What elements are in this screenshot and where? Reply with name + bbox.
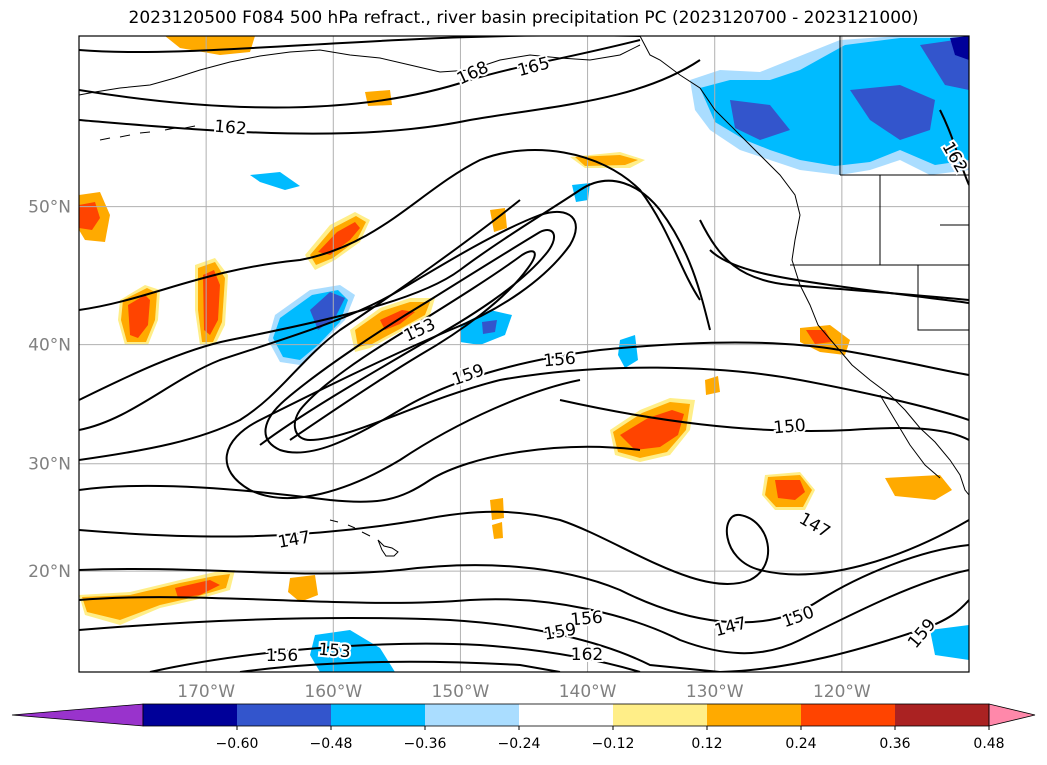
longitude-labels: 170°W 160°W 150°W 140°W 130°W 120°W <box>177 682 871 702</box>
coastlines <box>79 36 969 557</box>
contour-east-162 <box>939 109 969 186</box>
contour-lower-153 <box>79 569 969 655</box>
contour-147 <box>79 445 969 586</box>
colorbar-tick-label: −0.24 <box>498 736 541 752</box>
latitude-label: 40°N <box>28 336 71 356</box>
shade-positive-west-b-strong <box>203 270 220 335</box>
colorbar-outline <box>142 703 990 727</box>
colorbar-segment <box>895 704 990 726</box>
shade-positive-top-small <box>365 90 392 106</box>
colorbar-tick-label: 0.24 <box>785 736 816 752</box>
contour-tongue-outer <box>79 149 701 311</box>
shade-positive-tiny-south <box>490 498 504 539</box>
border-states <box>790 36 969 331</box>
longitude-label: 130°W <box>686 682 744 702</box>
longitude-label: 170°W <box>177 682 235 702</box>
contour-upper-1 <box>79 36 640 54</box>
colorbar-tick-label: −0.12 <box>592 736 635 752</box>
map-title: 2023120500 F084 500 hPa refract., river … <box>128 8 919 28</box>
contour-lower-150 <box>79 544 969 624</box>
shade-positive-east-a-strong <box>775 480 805 500</box>
map-frame <box>78 35 970 673</box>
colorbar-segment <box>801 704 896 726</box>
shade-positive-band-strong <box>318 222 360 255</box>
contour-east-150b <box>709 249 969 304</box>
shade-positive-west-a-strong <box>128 295 150 338</box>
colorbar-segment <box>143 704 238 726</box>
shade-negative-small-b <box>618 335 638 368</box>
contour-label: 162 <box>571 645 603 665</box>
longitude-label: 150°W <box>432 682 490 702</box>
colorbar-tick-label: −0.48 <box>310 736 353 752</box>
colorbar-extend-low <box>11 703 144 727</box>
coastline-north-america <box>639 36 969 496</box>
shade-positive-dot-b <box>705 376 720 395</box>
hawaiian-islands <box>329 519 399 557</box>
colorbar-tick-label: 0.12 <box>691 736 722 752</box>
colorbar-segment <box>425 704 520 726</box>
contour-mid-150 <box>79 199 969 461</box>
colorbar-extend-high <box>988 703 1036 727</box>
contour-lower-159 <box>149 642 641 672</box>
contour-upper-3 <box>79 59 701 135</box>
colorbar <box>11 703 1036 727</box>
contour-label: 153 <box>317 640 351 663</box>
latitude-label: 30°N <box>28 455 71 475</box>
coastline-baja <box>879 394 941 479</box>
contour-lower-156 <box>79 599 969 672</box>
longitude-label: 140°W <box>559 682 617 702</box>
contour-tongue-4 <box>289 250 969 442</box>
contour-upper-2 <box>79 39 641 109</box>
latitude-label: 50°N <box>28 198 71 218</box>
colorbar-tick-label: 0.36 <box>879 736 910 752</box>
colorbar-segment <box>237 704 332 726</box>
shade-negative-small-a-core <box>482 320 497 334</box>
shade-positive-north-small-mid <box>575 155 638 166</box>
refractivity-contours <box>79 36 969 672</box>
longitude-label: 160°W <box>304 682 362 702</box>
shade-positive-east-b <box>885 475 952 500</box>
latitude-label: 20°N <box>28 562 71 582</box>
contour-east-147b <box>699 219 969 301</box>
colorbar-tick-label: 0.48 <box>973 736 1004 752</box>
contour-label: 156 <box>570 608 604 631</box>
colorbar-tick-label: −0.60 <box>216 736 259 752</box>
colorbar-tick-label: −0.36 <box>404 736 447 752</box>
colorbar-segment <box>613 704 708 726</box>
shade-positive-west-c-strong <box>79 202 100 230</box>
contour-label: 162 <box>213 117 247 140</box>
contour-label: 156 <box>543 349 577 372</box>
coastline-aleutians <box>99 125 196 141</box>
colorbar-segment <box>519 704 614 726</box>
colorbar-segment <box>331 704 426 726</box>
contour-tongue-2 <box>79 210 581 499</box>
shade-negative-small-c <box>250 172 300 190</box>
shade-positive-top <box>165 36 255 55</box>
shade-negative-bottom-right <box>930 625 969 660</box>
contour-lower-162 <box>239 660 561 672</box>
contour-tongue-1 <box>79 179 711 401</box>
colorbar-tick-labels: −0.60 −0.48 −0.36 −0.24 −0.12 0.12 0.24 0.36 0.4… <box>216 726 1005 752</box>
longitude-label: 120°W <box>813 682 871 702</box>
colorbar-segment <box>707 704 802 726</box>
shade-negative-northeast-max <box>950 36 969 60</box>
shade-positive-southwest-strong <box>175 580 220 598</box>
contour-label: 156 <box>266 646 298 666</box>
latitude-labels: 20°N 30°N 40°N 50°N <box>28 198 71 583</box>
contour-label: 150 <box>773 416 807 439</box>
shade-positive-small-south <box>288 575 318 602</box>
shade-negative-northeast-strong <box>730 38 969 140</box>
coastline-alaska <box>79 44 641 96</box>
contour-tongue-3 <box>259 229 969 454</box>
